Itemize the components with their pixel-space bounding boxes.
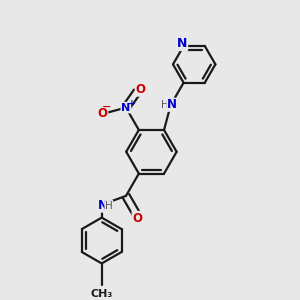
Text: O: O <box>98 107 107 120</box>
Text: O: O <box>136 83 146 96</box>
Text: +: + <box>128 98 135 107</box>
Text: H: H <box>160 100 168 110</box>
Text: N: N <box>167 98 177 111</box>
Text: −: − <box>102 102 111 112</box>
Text: CH₃: CH₃ <box>91 289 113 299</box>
Text: O: O <box>132 212 142 225</box>
Text: H: H <box>105 201 113 211</box>
Text: N: N <box>121 103 130 112</box>
Text: N: N <box>177 37 188 50</box>
Text: N: N <box>98 199 108 212</box>
